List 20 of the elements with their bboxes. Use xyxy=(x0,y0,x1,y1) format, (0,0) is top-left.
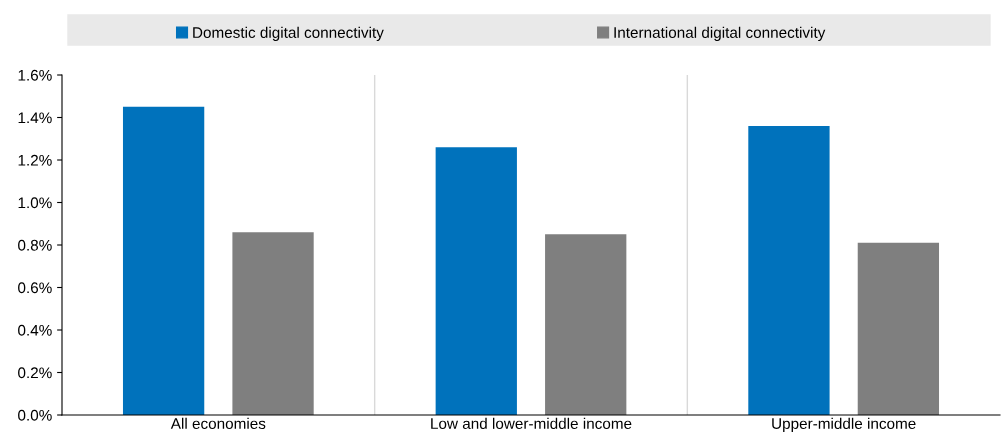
legend-label: Domestic digital connectivity xyxy=(193,26,384,41)
bar xyxy=(545,234,627,415)
y-tick-label: 1.6% xyxy=(18,69,52,81)
bar xyxy=(232,232,314,415)
bar xyxy=(435,147,517,415)
bar xyxy=(748,126,830,415)
bar xyxy=(122,106,205,415)
bar xyxy=(857,242,940,415)
y-tick-label: 0.0% xyxy=(18,409,52,421)
y-tick-label: 1.0% xyxy=(18,197,52,209)
y-tick-label: 1.2% xyxy=(18,154,52,166)
y-tick-label: 0.6% xyxy=(18,282,52,294)
legend-label: International digital connectivity xyxy=(614,26,826,41)
x-tick-label: All economies xyxy=(170,417,266,429)
y-tick-label: 0.4% xyxy=(18,324,52,336)
x-tick-label: Upper-middle income xyxy=(772,417,916,433)
x-tick-label: Low and lower-middle income xyxy=(431,417,632,429)
y-tick-label: 0.8% xyxy=(18,239,52,251)
y-tick-label: 0.2% xyxy=(18,367,52,379)
y-tick-label: 1.4% xyxy=(18,112,52,124)
